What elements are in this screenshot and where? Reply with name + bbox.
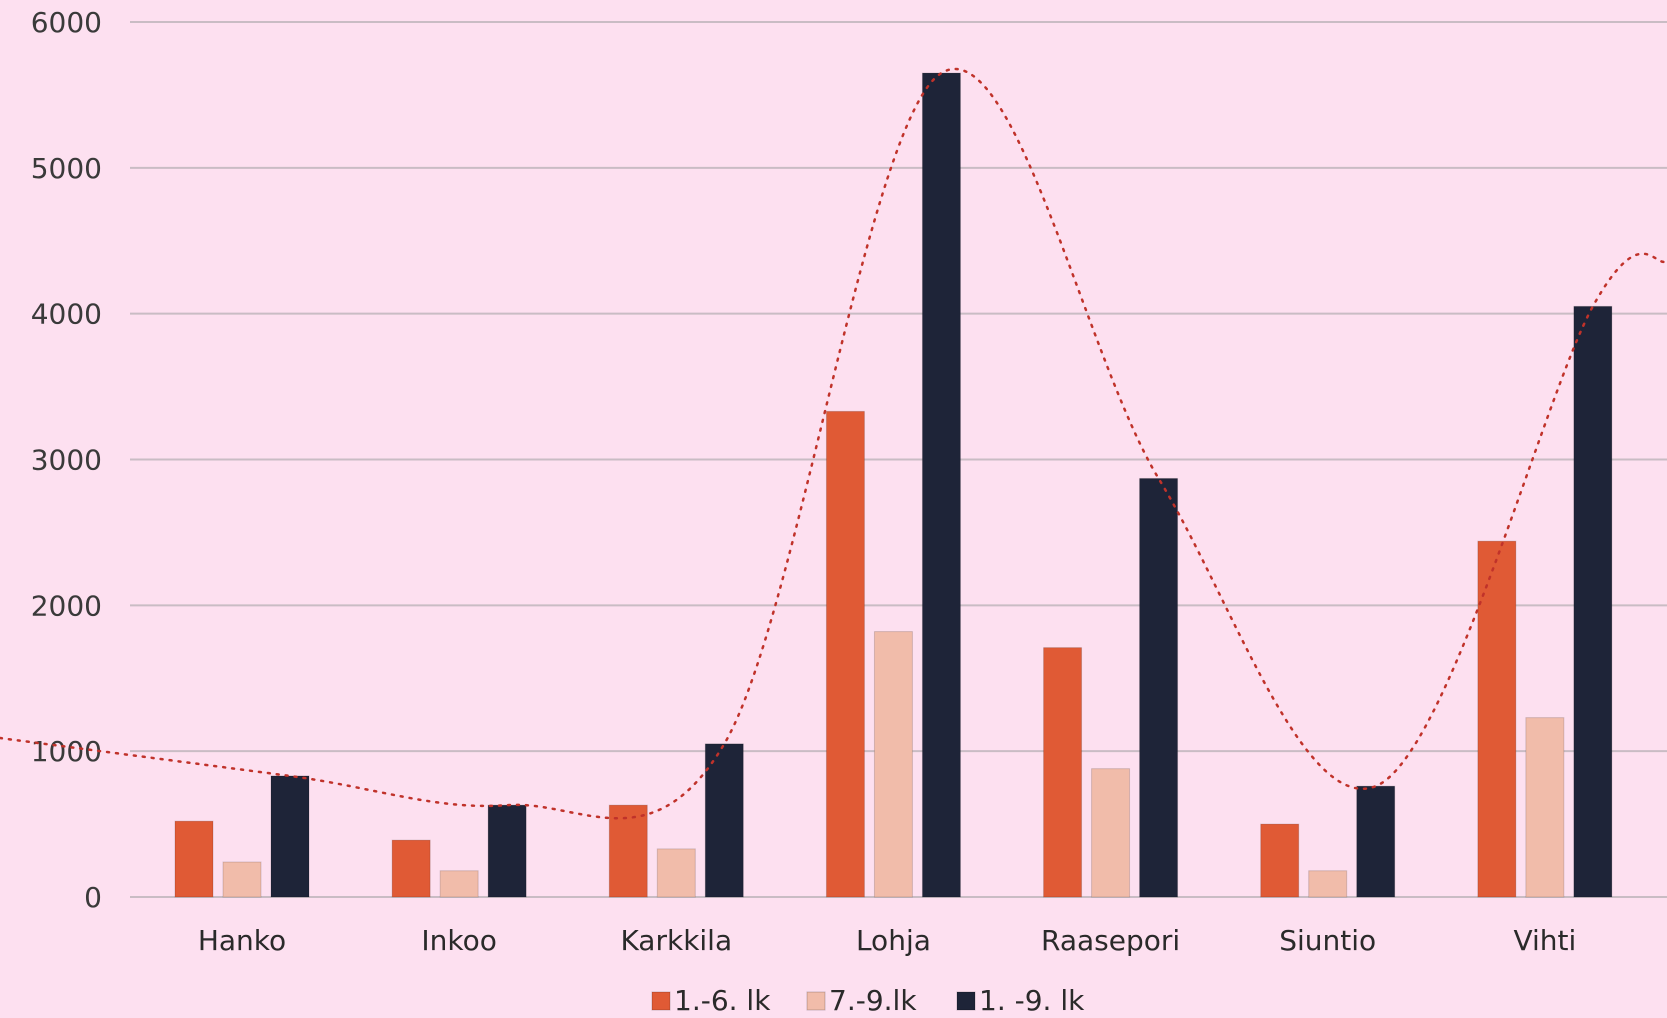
legend-label-1-6-lk: 1.-6. lk (674, 984, 771, 1017)
bar-vihti-7-9-lk (1525, 717, 1565, 898)
y-tick-label: 3000 (31, 444, 102, 477)
bar-vihti-1-6-lk (1477, 540, 1517, 898)
y-axis-ticks: 0 1000 2000 3000 4000 5000 6000 (31, 6, 102, 914)
y-tick-label: 1000 (31, 735, 102, 768)
bar-raasepori-1-9-lk (1139, 477, 1179, 898)
y-tick-label: 6000 (31, 6, 102, 39)
y-tick-label: 2000 (31, 589, 102, 622)
x-category-label: Siuntio (1279, 924, 1376, 957)
bar-vihti-1-9-lk (1573, 305, 1613, 898)
bar-siuntio-7-9-lk (1308, 870, 1348, 898)
x-category-label: Raasepori (1041, 924, 1180, 957)
bar-karkkila-1-9-lk (704, 743, 744, 898)
legend-swatch-1-9-lk (956, 991, 976, 1011)
bar-hanko-1-6-lk (174, 820, 214, 898)
bar-raasepori-1-6-lk (1043, 647, 1083, 898)
bar-hanko-7-9-lk (222, 861, 262, 898)
bar-karkkila-7-9-lk (656, 848, 696, 898)
bar-inkoo-7-9-lk (439, 870, 479, 898)
legend-label-7-9-lk: 7.-9.lk (829, 984, 917, 1017)
bar-lohja-1-6-lk (825, 410, 865, 898)
legend-label-1-9-lk: 1. -9. lk (979, 984, 1085, 1017)
x-axis-categories: Hanko Inkoo Karkkila Lohja Raasepori Siuntio V… (198, 924, 1576, 957)
x-category-label: Inkoo (421, 924, 496, 957)
y-tick-label: 0 (84, 881, 102, 914)
legend: 1.-6. lk 7.-9.lk 1. -9. lk (651, 984, 1085, 1017)
bar-siuntio-1-9-lk (1356, 785, 1396, 898)
gridlines (130, 21, 1667, 898)
x-category-label: Lohja (856, 924, 931, 957)
bar-siuntio-1-6-lk (1260, 823, 1300, 898)
x-category-label: Vihti (1513, 924, 1576, 957)
legend-swatch-1-6-lk (651, 991, 671, 1011)
bar-inkoo-1-9-lk (487, 804, 527, 898)
bar-raasepori-7-9-lk (1091, 768, 1131, 898)
x-category-label: Hanko (198, 924, 286, 957)
y-tick-label: 4000 (31, 298, 102, 331)
legend-swatch-7-9-lk (806, 991, 826, 1011)
x-category-label: Karkkila (620, 924, 732, 957)
trendline (0, 68, 1667, 820)
bar-hanko-1-9-lk (270, 775, 310, 898)
bars (174, 72, 1613, 898)
y-tick-label: 5000 (31, 152, 102, 185)
bar-lohja-1-9-lk (921, 72, 961, 898)
bar-inkoo-1-6-lk (391, 839, 431, 898)
bar-karkkila-1-6-lk (608, 804, 648, 898)
bar-lohja-7-9-lk (873, 631, 913, 898)
